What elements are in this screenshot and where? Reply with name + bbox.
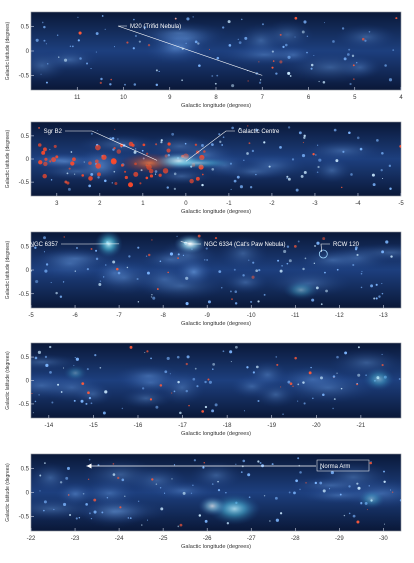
annotation-line: [185, 130, 235, 162]
annotation-label: Norma Arm: [320, 464, 350, 470]
annotation-label: M20 (Trifid Nebula): [130, 24, 181, 30]
annotation-label: NGC 6334 (Cat's Paw Nebula): [204, 242, 286, 248]
panel-3: -5 -6 -7 -8 -9 -10 -11 -12 -13 0.5 0 -0.5 Galactic l…: [5, 231, 402, 327]
x-tick-label: -16: [134, 423, 143, 429]
panel-4: -14 -15 -16 -17 -18 -19 -20 -21 0.5 0 -0.5 Galactic…: [5, 342, 402, 437]
x-tick-label: -29: [335, 536, 344, 542]
x-tick-label: -1: [226, 201, 232, 207]
annotation-line: [65, 130, 158, 161]
y-tick-label: 0: [26, 491, 30, 497]
annotation-line: [117, 25, 263, 76]
y-axis-label: Galactic latitude (degrees): [5, 351, 11, 410]
emission-layer: [31, 232, 401, 306]
annotation-label: Galactic Centre: [238, 129, 280, 135]
x-tick-label: 2: [98, 201, 102, 207]
x-tick-label: -4: [355, 201, 361, 207]
x-tick-label: -17: [178, 423, 187, 429]
x-tick-label: 5: [353, 95, 357, 101]
emission-layer: [31, 345, 401, 415]
x-tick-label: -10: [247, 313, 256, 319]
x-axis-label: Galactic longitude (degrees): [181, 103, 251, 109]
x-axis-label: Galactic longitude (degrees): [181, 544, 251, 550]
x-tick-label: -30: [379, 536, 388, 542]
y-axis-label: Galactic latitude (degrees): [5, 129, 11, 188]
x-tick-label: -23: [71, 536, 80, 542]
x-axis-label: Galactic longitude (degrees): [181, 321, 251, 327]
annotation-label: NGC 6357: [30, 242, 59, 248]
y-tick-label: 0.5: [21, 244, 30, 250]
x-tick-label: -5: [28, 313, 34, 319]
x-tick-label: -9: [205, 313, 211, 319]
y-tick-label: 0: [26, 157, 30, 163]
x-tick-label: -19: [267, 423, 276, 429]
x-tick-label: -8: [160, 313, 166, 319]
y-axis-label: Galactic latitude (degrees): [5, 21, 11, 80]
x-tick-label: -21: [357, 423, 366, 429]
y-tick-label: 0.5: [21, 25, 30, 31]
y-axis-label: Galactic latitude (degrees): [5, 240, 11, 299]
y-tick-label: 0.5: [21, 134, 30, 140]
y-tick-label: -0.5: [19, 402, 30, 408]
x-axis-label: Galactic longitude (degrees): [181, 209, 251, 215]
x-tick-label: 4: [399, 95, 403, 101]
panel-5: -22 -23 -24 -25 -26 -27 -28 -29 -30 0.5 0 -0.5 Galac…: [5, 453, 402, 550]
x-tick-label: -26: [203, 536, 212, 542]
y-tick-label: 0.5: [21, 466, 30, 472]
panel-1: 11 10 9 8 7 6 5 4 0.5 0 -0.5 Galactic longitude (de…: [5, 11, 403, 109]
x-tick-label: -13: [379, 313, 388, 319]
emission-layer: [31, 125, 401, 192]
annotation-label: Sgr B2: [44, 129, 63, 135]
y-tick-label: -0.5: [19, 515, 30, 521]
y-tick-label: 0: [26, 268, 30, 274]
x-tick-label: -28: [291, 536, 300, 542]
x-tick-label: -3: [312, 201, 318, 207]
annotation-line: [180, 241, 201, 245]
x-tick-label: -11: [291, 313, 300, 319]
x-tick-label: -25: [159, 536, 168, 542]
x-tick-label: 9: [168, 95, 172, 101]
annotation-line: [320, 243, 330, 252]
x-tick-label: -2: [269, 201, 275, 207]
x-tick-label: 6: [307, 95, 311, 101]
x-axis-label: Galactic longitude (degrees): [181, 431, 251, 437]
x-tick-label: -27: [247, 536, 256, 542]
annotation-arrowhead: [86, 463, 92, 469]
annotation-box: [316, 459, 370, 472]
x-tick-label: -5: [398, 201, 404, 207]
x-tick-label: -6: [72, 313, 78, 319]
x-tick-label: 8: [214, 95, 218, 101]
x-tick-label: 11: [74, 95, 81, 101]
x-tick-label: -20: [312, 423, 321, 429]
x-tick-label: -22: [27, 536, 36, 542]
y-tick-label: -0.5: [19, 292, 30, 298]
y-tick-label: 0.5: [21, 355, 30, 361]
emission-layer: [31, 457, 401, 529]
x-tick-label: 1: [141, 201, 145, 207]
panel-2: 3 2 1 0 -1 -2 -3 -4 -5 0.5 0 -0.5 Galactic longitude…: [5, 121, 404, 215]
y-axis-label: Galactic latitude (degrees): [5, 463, 11, 522]
x-tick-label: -15: [89, 423, 98, 429]
x-tick-label: -14: [44, 423, 53, 429]
x-tick-label: 0: [184, 201, 188, 207]
x-tick-label: -24: [115, 536, 124, 542]
y-tick-label: -0.5: [19, 73, 30, 79]
x-tick-label: -7: [116, 313, 122, 319]
annotation-label: RCW 120: [333, 242, 360, 248]
x-tick-label: -18: [223, 423, 232, 429]
x-tick-label: 10: [120, 95, 127, 101]
x-tick-label: 3: [55, 201, 59, 207]
y-tick-label: 0: [26, 379, 30, 385]
x-tick-label: -12: [335, 313, 344, 319]
y-tick-label: 0: [26, 49, 30, 55]
y-tick-label: -0.5: [19, 180, 30, 186]
x-tick-label: 7: [261, 95, 265, 101]
